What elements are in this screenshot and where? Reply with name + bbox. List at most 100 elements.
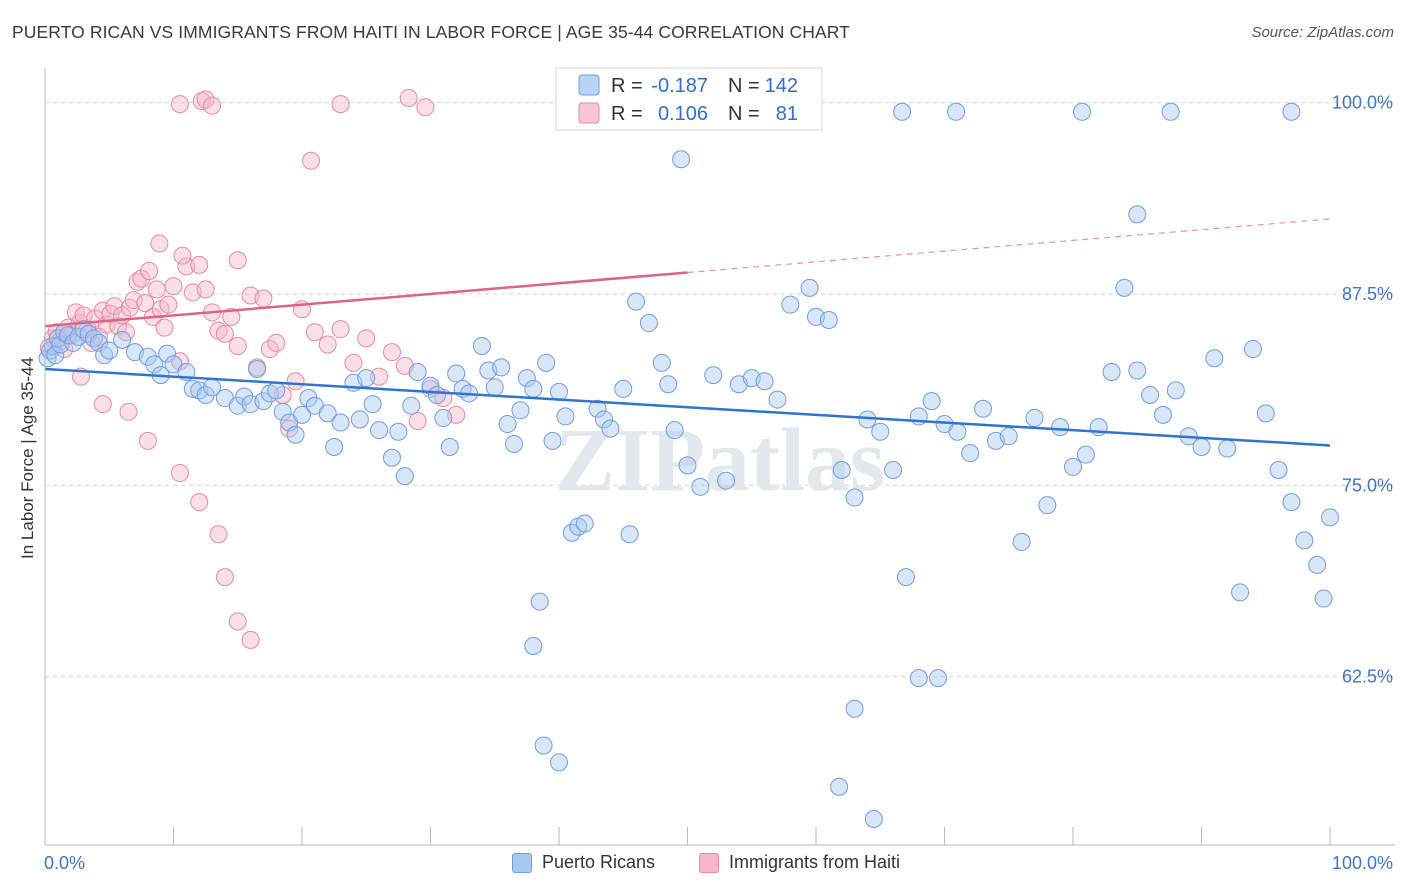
data-point-puerto-rican[interactable] [1064, 457, 1082, 476]
data-point-puerto-rican[interactable] [896, 568, 915, 587]
data-point-puerto-rican[interactable] [627, 292, 646, 311]
data-point-puerto-rican[interactable] [331, 413, 350, 432]
data-point-haiti[interactable] [170, 95, 189, 114]
data-point-haiti[interactable] [159, 295, 178, 314]
data-point-haiti[interactable] [228, 251, 247, 270]
data-point-puerto-rican[interactable] [1218, 439, 1237, 458]
data-point-haiti[interactable] [164, 277, 183, 296]
data-point-puerto-rican[interactable] [781, 295, 800, 314]
data-point-puerto-rican[interactable] [1076, 445, 1095, 464]
data-point-puerto-rican[interactable] [1282, 102, 1301, 121]
data-point-haiti[interactable] [119, 402, 138, 421]
data-point-puerto-rican[interactable] [1025, 408, 1044, 427]
data-point-puerto-rican[interactable] [1051, 418, 1070, 437]
data-point-haiti[interactable] [215, 324, 234, 343]
data-point-puerto-rican[interactable] [575, 514, 594, 533]
data-point-haiti[interactable] [190, 255, 209, 274]
data-point-puerto-rican[interactable] [768, 390, 787, 409]
data-point-puerto-rican[interactable] [704, 366, 723, 385]
data-point-puerto-rican[interactable] [947, 102, 966, 121]
data-point-puerto-rican[interactable] [652, 353, 671, 372]
data-point-haiti[interactable] [331, 95, 350, 114]
data-point-puerto-rican[interactable] [299, 389, 318, 408]
data-point-haiti[interactable] [301, 151, 320, 170]
legend-item-immigrants-from-haiti[interactable]: Immigrants from Haiti [699, 852, 900, 873]
data-point-puerto-rican[interactable] [620, 525, 639, 544]
data-point-haiti[interactable] [105, 297, 124, 316]
data-point-haiti[interactable] [190, 493, 209, 512]
data-point-puerto-rican[interactable] [408, 363, 427, 382]
data-point-haiti[interactable] [408, 411, 427, 430]
data-point-puerto-rican[interactable] [691, 477, 710, 496]
data-point-puerto-rican[interactable] [665, 421, 684, 440]
data-point-haiti[interactable] [305, 323, 324, 342]
data-point-puerto-rican[interactable] [498, 415, 517, 434]
data-point-puerto-rican[interactable] [922, 392, 941, 411]
data-point-puerto-rican[interactable] [505, 434, 524, 453]
data-point-puerto-rican[interactable] [524, 379, 543, 398]
data-point-haiti[interactable] [138, 431, 157, 450]
data-point-puerto-rican[interactable] [382, 448, 401, 467]
data-point-puerto-rican[interactable] [492, 358, 511, 377]
data-point-puerto-rican[interactable] [530, 592, 549, 611]
data-point-puerto-rican[interactable] [524, 637, 543, 656]
data-point-puerto-rican[interactable] [427, 385, 446, 404]
data-point-puerto-rican[interactable] [1128, 361, 1147, 380]
data-point-puerto-rican[interactable] [999, 427, 1018, 446]
data-point-puerto-rican[interactable] [421, 376, 440, 395]
data-point-puerto-rican[interactable] [1295, 531, 1314, 550]
data-point-puerto-rican[interactable] [228, 396, 247, 415]
data-point-puerto-rican[interactable] [235, 387, 254, 406]
data-point-puerto-rican[interactable] [659, 375, 678, 394]
data-point-puerto-rican[interactable] [1072, 102, 1091, 121]
data-point-puerto-rican[interactable] [325, 438, 344, 457]
data-point-puerto-rican[interactable] [819, 310, 838, 329]
data-point-haiti[interactable] [155, 318, 174, 337]
data-point-puerto-rican[interactable] [864, 809, 883, 828]
data-point-haiti[interactable] [241, 630, 260, 649]
data-point-puerto-rican[interactable] [974, 399, 993, 418]
data-point-haiti[interactable] [416, 98, 435, 117]
data-point-puerto-rican[interactable] [1153, 405, 1172, 424]
data-point-haiti[interactable] [132, 269, 151, 288]
data-point-haiti[interactable] [93, 395, 112, 414]
data-point-haiti[interactable] [203, 96, 222, 115]
data-point-puerto-rican[interactable] [1321, 508, 1339, 527]
data-point-puerto-rican[interactable] [357, 369, 376, 388]
data-point-puerto-rican[interactable] [196, 385, 215, 404]
data-point-haiti[interactable] [399, 89, 418, 108]
data-point-puerto-rican[interactable] [534, 736, 553, 755]
data-point-puerto-rican[interactable] [1192, 438, 1211, 457]
data-point-haiti[interactable] [222, 307, 241, 326]
data-point-puerto-rican[interactable] [113, 330, 132, 349]
data-point-puerto-rican[interactable] [1314, 589, 1333, 608]
data-point-puerto-rican[interactable] [100, 341, 119, 360]
data-point-puerto-rican[interactable] [556, 407, 575, 426]
data-point-puerto-rican[interactable] [1012, 532, 1031, 551]
data-point-puerto-rican[interactable] [845, 699, 864, 718]
data-point-puerto-rican[interactable] [1115, 278, 1134, 297]
data-point-puerto-rican[interactable] [614, 379, 633, 398]
data-point-puerto-rican[interactable] [472, 336, 491, 355]
data-point-haiti[interactable] [357, 329, 376, 348]
data-point-puerto-rican[interactable] [961, 444, 980, 463]
data-point-puerto-rican[interactable] [363, 395, 382, 414]
data-point-puerto-rican[interactable] [1231, 583, 1250, 602]
data-point-puerto-rican[interactable] [248, 359, 267, 378]
data-point-haiti[interactable] [254, 289, 273, 308]
data-point-puerto-rican[interactable] [537, 353, 556, 372]
data-point-haiti[interactable] [150, 234, 169, 253]
data-point-puerto-rican[interactable] [594, 410, 613, 429]
data-point-puerto-rican[interactable] [884, 460, 903, 479]
data-point-haiti[interactable] [140, 261, 159, 280]
data-point-haiti[interactable] [344, 353, 363, 372]
data-point-puerto-rican[interactable] [1102, 363, 1121, 382]
data-point-puerto-rican[interactable] [267, 381, 286, 400]
data-point-haiti[interactable] [267, 333, 286, 352]
data-point-puerto-rican[interactable] [1256, 404, 1275, 423]
data-point-puerto-rican[interactable] [550, 382, 568, 401]
data-point-puerto-rican[interactable] [929, 669, 948, 688]
data-point-puerto-rican[interactable] [717, 471, 736, 490]
data-point-puerto-rican[interactable] [909, 669, 928, 688]
data-point-puerto-rican[interactable] [1038, 496, 1057, 515]
